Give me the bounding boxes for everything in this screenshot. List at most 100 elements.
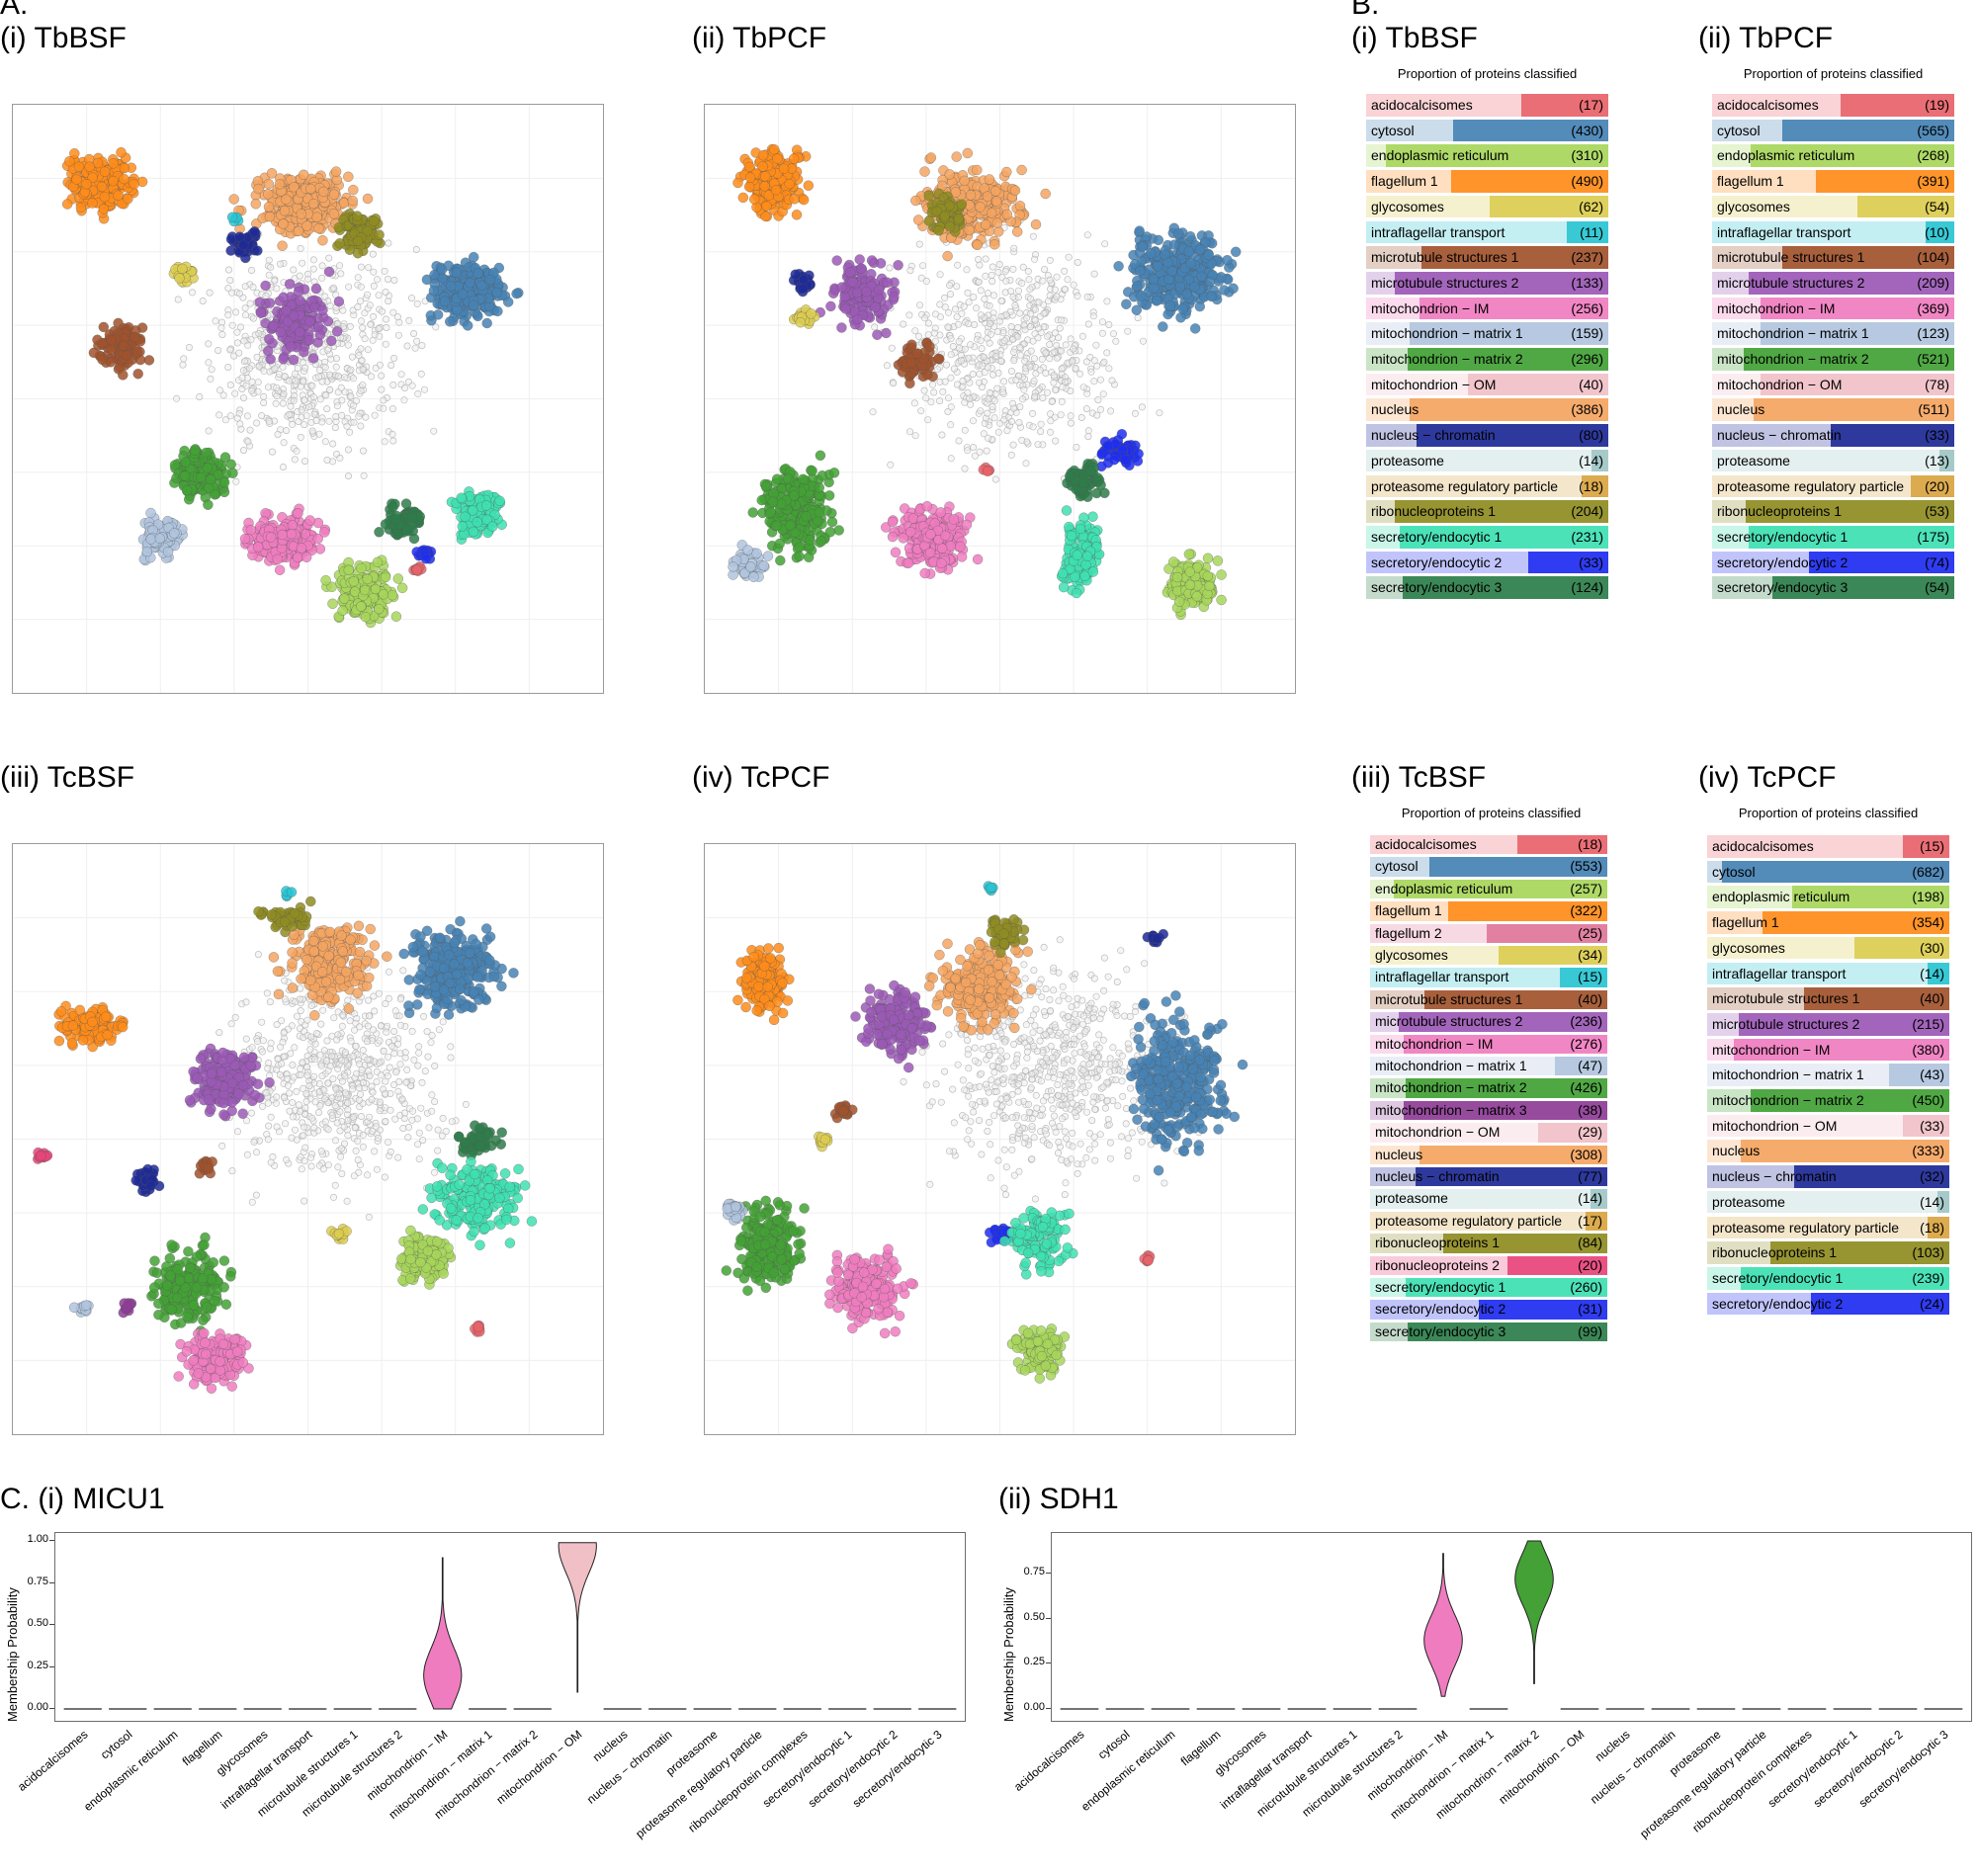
scatter-point [305,403,313,411]
scatter-point [831,255,842,266]
scatter-point [922,370,933,381]
scatter-point [383,324,390,332]
scatter-point [272,399,280,407]
scatter-point [289,420,297,428]
scatter-point [1108,377,1116,384]
scatter-point [271,365,279,373]
scatter-point [1058,397,1066,405]
scatter-point [296,209,306,219]
scatter-point [99,166,111,177]
scatter-point [304,316,315,327]
scatter-point [325,417,333,425]
scatter-point [336,454,344,462]
scatter-point [1099,390,1107,398]
scatter-point [758,560,769,571]
scatter-point [784,178,795,190]
scatter-point [317,235,328,246]
scatter-point [280,390,288,398]
scatter-point [914,332,922,340]
scatter-point [1001,166,1012,178]
scatter-point [1007,368,1015,376]
scatter-point [1146,248,1157,259]
scatter-point [1029,409,1037,417]
scatter-point [303,334,314,346]
scatter-point [1177,303,1188,314]
scatter-point [511,288,522,299]
scatter-point [920,386,928,394]
scatter-point [980,219,991,230]
scatter-point [977,337,985,345]
scatter-point [452,304,463,315]
scatter-point [318,262,326,270]
scatter-point [131,347,143,358]
scatter-point [305,183,316,195]
scatter-point [886,264,894,272]
scatter-point [1026,323,1034,331]
scatter-point [945,394,953,402]
scatter-point [881,327,892,339]
scatter-point [1016,351,1024,359]
scatter-point [1083,231,1091,239]
scatter-point [349,375,357,383]
scatter-point [236,420,244,428]
scatter-point [1134,314,1142,322]
scatter-point [316,395,324,403]
scatter-point [986,339,993,347]
scatter-point [936,397,944,405]
scatter-point [871,323,879,331]
scatter-point [293,447,301,455]
scatter-point [1029,232,1037,240]
scatter-point [236,290,244,298]
scatter-point [205,473,216,485]
scatter-point [742,545,753,555]
scatter-point [815,450,826,461]
scatter-point [980,430,988,438]
scatter-point [961,426,969,434]
scatter-point [1040,188,1051,200]
scatter-point [374,276,382,284]
scatter-point [1058,365,1066,373]
scatter-point [384,276,391,284]
scatter-point [1069,358,1076,366]
scatter-cluster-flagellum-1 [732,143,814,222]
scatter-point [248,378,256,385]
scatter-point [299,259,306,267]
scatter-point [1222,255,1233,266]
scatter-point [388,405,396,413]
scatter-point [1014,287,1022,295]
scatter-point [267,263,275,271]
scatter-point [828,468,840,478]
scatter-point [333,296,345,307]
scatter-point [756,494,767,506]
scatter-point [942,250,953,262]
scatter-point [387,501,398,513]
scatter-point [294,365,301,373]
scatter-point [341,374,349,382]
scatter-point [728,561,738,572]
scatter-point [1093,411,1101,419]
scatter-point [1158,321,1168,332]
scatter-point [113,190,124,201]
scatter-point [328,209,340,219]
scatter-point [1057,316,1065,324]
scatter-point [301,396,308,404]
scatter-point [338,396,346,404]
scatter-point [1185,231,1196,242]
scatter-point [253,542,264,553]
scatter-point [1053,273,1061,281]
scatter-point [1018,279,1026,287]
scatter-point [767,496,778,507]
scatter-point [362,573,373,585]
scatter-point [993,226,1004,237]
scatter-point [249,314,257,322]
scatter-point [375,324,383,332]
scatter-point [789,490,800,501]
scatter-point [336,262,344,270]
scatter-point [295,296,305,306]
scatter-point [295,326,305,338]
scatter-point [905,358,916,369]
scatter-point [201,447,212,459]
scatter-point [737,192,748,204]
scatter-point [406,512,417,523]
scatter-point [376,332,384,340]
